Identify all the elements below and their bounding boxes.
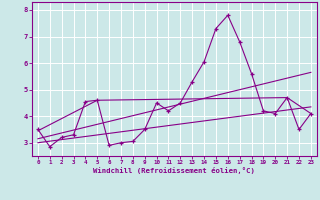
X-axis label: Windchill (Refroidissement éolien,°C): Windchill (Refroidissement éolien,°C) [93, 167, 255, 174]
